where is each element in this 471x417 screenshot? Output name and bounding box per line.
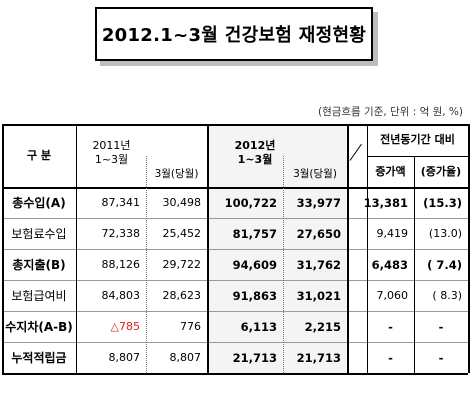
row-label: 누적적립금 xyxy=(11,351,67,365)
table-cell-v2011: △785 xyxy=(110,320,140,333)
header-increase-amount: 증가액 xyxy=(375,164,406,178)
table-cell-v2011: 87,341 xyxy=(101,196,141,209)
table-rule xyxy=(2,124,468,126)
table-cell-m2011: 29,722 xyxy=(162,258,202,271)
table-rule xyxy=(468,124,470,373)
table-cell-v2012: 91,863 xyxy=(232,288,277,303)
header-2012: 2012년 1~3월 xyxy=(234,139,276,166)
table-cell-m2011: 776 xyxy=(180,320,201,333)
header-2012-march: 3월(당월) xyxy=(293,167,337,180)
table-rule xyxy=(414,156,415,373)
row-label: 수지차(A-B) xyxy=(5,320,73,334)
table-cell-rate: (13.0) xyxy=(428,227,462,240)
table-cell-rate: ( 7.4) xyxy=(427,257,462,272)
table-cell-inc: 7,060 xyxy=(376,289,409,302)
table-rule xyxy=(2,342,468,343)
table-rule xyxy=(207,124,209,373)
unit-note: (현금흐름 기준, 단위 : 억 원, %) xyxy=(317,106,463,118)
header-increase-rate: (증가율) xyxy=(420,164,462,178)
table-cell-inc: 13,381 xyxy=(363,195,408,210)
table-cell-v2011: 8,807 xyxy=(108,351,141,364)
row-label: 총수입(A) xyxy=(12,196,66,210)
header-category: 구 분 xyxy=(26,148,52,162)
table-cell-m2012: 2,215 xyxy=(304,319,341,334)
table-cell-m2012: 31,021 xyxy=(296,288,341,303)
table-cell-m2012: 33,977 xyxy=(296,195,341,210)
table-rule xyxy=(2,280,468,281)
table-rule xyxy=(2,311,468,312)
header-2011-march: 3월(당월) xyxy=(154,167,199,180)
header-diagonal xyxy=(349,143,362,161)
row-label: 보험급여비 xyxy=(11,289,67,303)
table-rule xyxy=(2,249,468,250)
table-cell-v2011: 84,803 xyxy=(101,289,141,302)
table-rule xyxy=(347,124,349,373)
table-rule xyxy=(2,218,468,219)
table-cell-v2012: 21,713 xyxy=(232,350,277,365)
table-cell-m2012: 27,650 xyxy=(296,226,341,241)
table-rule xyxy=(76,124,77,373)
table-cell-rate: ( 8.3) xyxy=(432,289,462,302)
table-cell-m2012: 21,713 xyxy=(296,350,341,365)
table-rule xyxy=(283,156,284,373)
table-cell-m2012: 31,762 xyxy=(296,257,341,272)
table-cell-v2012: 6,113 xyxy=(240,319,277,334)
header-2011: 2011년 1~3월 xyxy=(92,139,131,166)
table-rule xyxy=(367,156,468,157)
table-rule xyxy=(2,373,468,375)
table-cell-inc: 6,483 xyxy=(371,257,408,272)
table-cell-inc: - xyxy=(388,350,393,365)
table-rule xyxy=(2,187,468,189)
page-title: 2012.1~3월 건강보험 재정현황 xyxy=(95,7,373,61)
table-cell-rate: - xyxy=(438,350,444,365)
table-cell-v2011: 88,126 xyxy=(101,258,141,271)
table-cell-v2011: 72,338 xyxy=(101,227,141,240)
table-cell-m2011: 25,452 xyxy=(162,227,202,240)
table-cell-inc: 9,419 xyxy=(376,227,409,240)
table-cell-rate: - xyxy=(438,319,444,334)
table-cell-v2012: 94,609 xyxy=(232,257,277,272)
header-yoy: 전년동기간 대비 xyxy=(380,133,455,146)
table-rule xyxy=(367,124,368,373)
table-cell-inc: - xyxy=(388,319,393,334)
table-cell-v2012: 100,722 xyxy=(224,195,277,210)
table-cell-v2012: 81,757 xyxy=(232,226,277,241)
table-rule xyxy=(146,156,147,373)
table-cell-m2011: 30,498 xyxy=(162,196,202,209)
table-cell-rate: (15.3) xyxy=(423,195,462,210)
table-cell-m2011: 8,807 xyxy=(169,351,202,364)
row-label: 보험료수입 xyxy=(11,227,67,241)
table-cell-m2011: 28,623 xyxy=(162,289,202,302)
highlight-2012-block xyxy=(207,124,347,373)
table-rule xyxy=(2,124,4,373)
row-label: 총지출(B) xyxy=(12,258,66,272)
